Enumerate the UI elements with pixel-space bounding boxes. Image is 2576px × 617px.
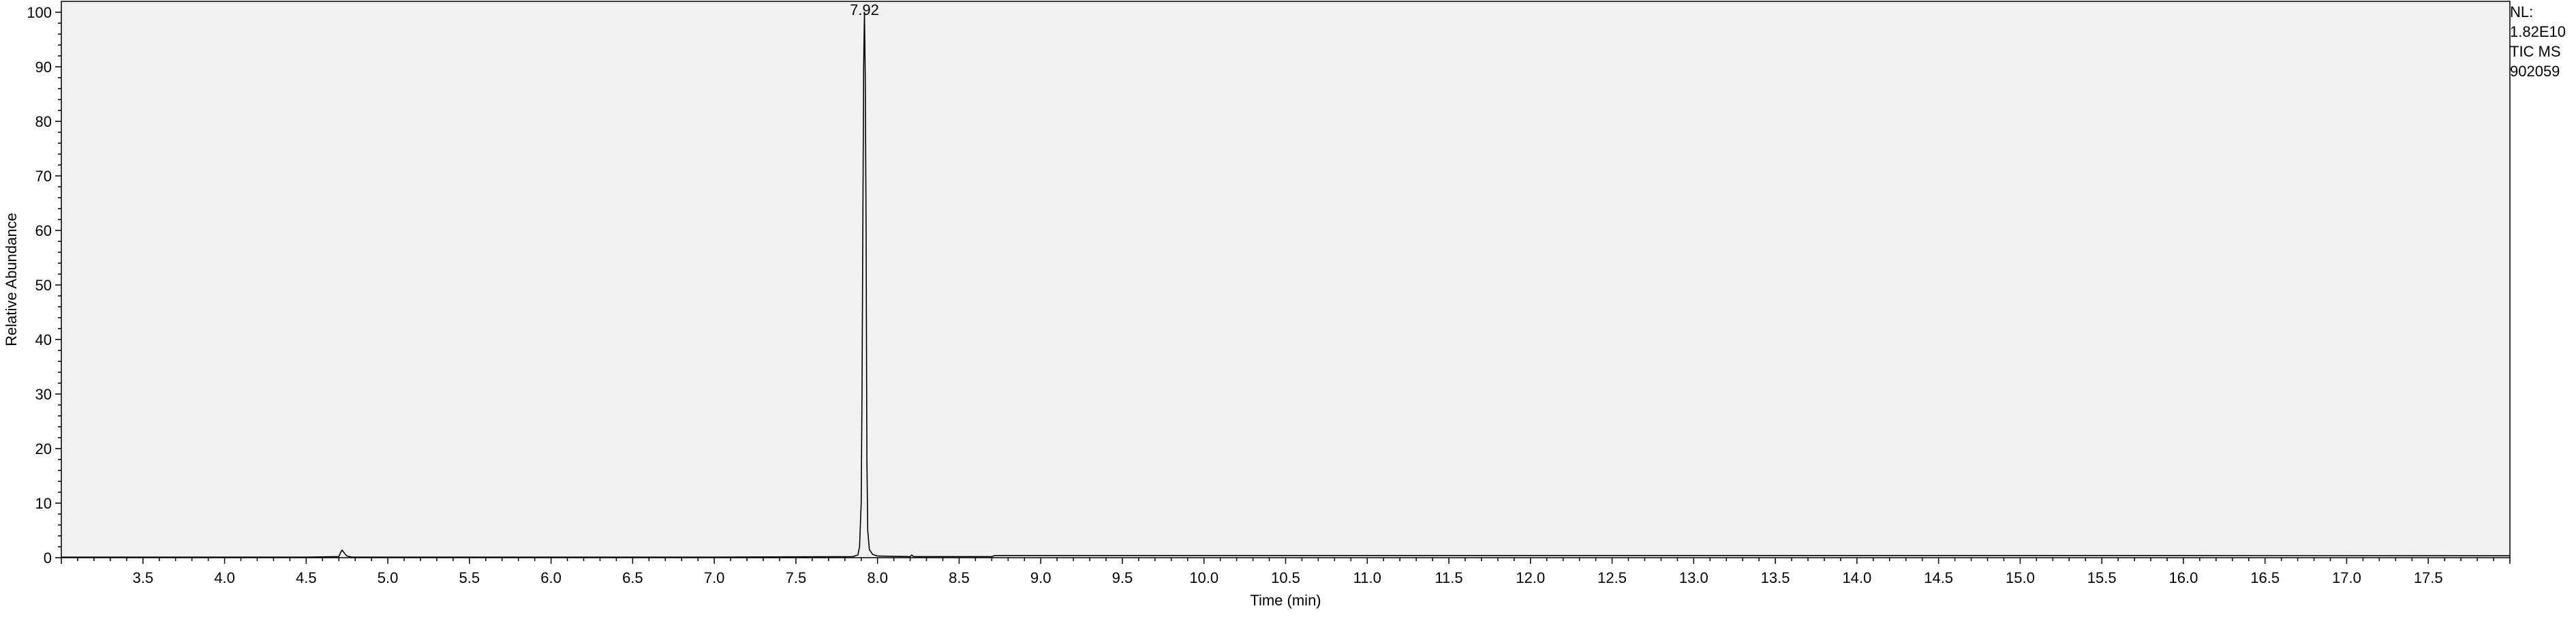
x-tick-label: 9.5: [1112, 569, 1133, 586]
trace-type: TIC MS: [2510, 43, 2561, 60]
x-tick-label: 10.5: [1271, 569, 1300, 586]
x-tick-label: 4.5: [296, 569, 317, 586]
y-tick-label: 20: [35, 440, 52, 457]
peak-label: 7.92: [850, 1, 879, 18]
x-tick-label: 8.5: [949, 569, 970, 586]
x-tick-label: 17.0: [2332, 569, 2361, 586]
x-tick-label: 17.5: [2414, 569, 2443, 586]
y-tick-label: 60: [35, 222, 52, 239]
x-tick-label: 15.0: [2006, 569, 2035, 586]
x-tick-label: 13.0: [1679, 569, 1708, 586]
y-tick-label: 30: [35, 386, 52, 403]
x-tick-label: 11.0: [1353, 569, 1381, 586]
plot-area: [61, 1, 2511, 558]
x-tick-label: 7.5: [786, 569, 807, 586]
nl-value: 1.82E10: [2510, 23, 2566, 40]
y-tick-label: 10: [35, 495, 52, 512]
x-tick-label: 15.5: [2087, 569, 2117, 586]
x-tick-label: 3.5: [132, 569, 153, 586]
nl-label: NL:: [2510, 3, 2534, 20]
x-tick-label: 5.0: [378, 569, 399, 586]
x-tick-label: 14.5: [1924, 569, 1953, 586]
x-tick-label: 4.0: [214, 569, 235, 586]
normalization-info: NL: 1.82E10 TIC MS 902059: [2510, 2, 2566, 81]
x-tick-label: 7.0: [704, 569, 725, 586]
x-tick-label: 12.5: [1597, 569, 1627, 586]
x-tick-label: 6.5: [622, 569, 643, 586]
x-tick-label: 9.0: [1030, 569, 1052, 586]
y-tick-label: 100: [27, 4, 52, 21]
x-tick-label: 16.0: [2169, 569, 2198, 586]
x-tick-label: 6.0: [540, 569, 562, 586]
x-tick-label: 14.0: [1842, 569, 1871, 586]
x-tick-label: 5.5: [459, 569, 480, 586]
y-axis-label: Relative Abundance: [3, 213, 20, 346]
y-tick-label: 0: [44, 550, 52, 567]
y-tick-label: 70: [35, 168, 52, 185]
y-tick-label: 40: [35, 331, 52, 348]
tic-trace: [61, 12, 2511, 558]
x-tick-label: 16.5: [2250, 569, 2280, 586]
x-tick-label: 8.0: [867, 569, 888, 586]
y-tick-label: 50: [35, 277, 52, 294]
y-tick-label: 90: [35, 59, 52, 76]
x-axis-label: Time (min): [1250, 592, 1321, 609]
x-tick-label: 12.0: [1516, 569, 1545, 586]
x-tick-label: 13.5: [1761, 569, 1790, 586]
x-tick-label: 10.0: [1189, 569, 1218, 586]
sample-id: 902059: [2510, 63, 2560, 80]
x-tick-label: 11.5: [1435, 569, 1462, 586]
y-tick-label: 80: [35, 113, 52, 130]
